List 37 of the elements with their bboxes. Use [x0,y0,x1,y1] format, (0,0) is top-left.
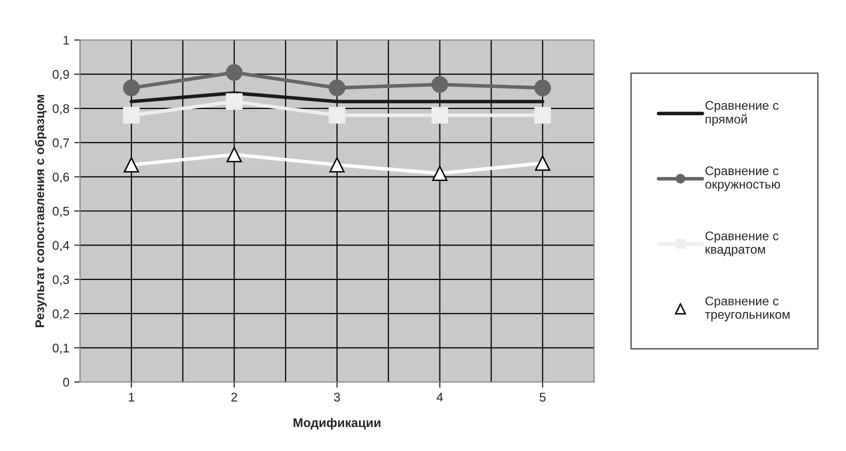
y-tick-label: 0,8 [52,104,70,115]
point [328,80,346,96]
legend-label: Сравнение с квадратом [705,231,778,256]
x-axis-title: Модификации [294,418,380,430]
y-tick-label: 0,4 [52,241,70,252]
y-tick-label: 0,1 [52,344,69,354]
point [534,155,550,171]
point [123,80,140,96]
point [432,166,448,182]
y-tick-label: 0,9 [52,70,69,80]
x-tick-label: 1 [128,392,134,402]
x-tick-label: 3 [334,392,340,402]
point [328,106,346,124]
y-tick-label: 0,7 [52,138,69,149]
y-tick-label: 0,6 [52,172,70,183]
y-tick-label: 0 [63,378,70,387]
point [534,106,551,124]
legend-label: Сравнение с прямой [705,100,778,126]
point [124,157,140,172]
legend-label: Сравнение с треугольником [705,296,790,322]
point [431,76,448,93]
point [226,64,243,81]
legend-label: Сравнение с окружностью [705,166,780,192]
point [226,146,242,162]
y-tick-label: 0,2 [52,309,69,320]
y-axis-title: Результат сопоставления с образцом [34,94,47,328]
x-tick-label: 2 [231,392,238,402]
x-tick-label: 5 [540,392,546,402]
point [534,80,551,96]
y-tick-label: 0,5 [52,206,70,218]
point [226,93,243,110]
x-tick-label: 4 [436,392,443,402]
point [431,106,448,124]
point [123,106,140,124]
y-tick-label: 0,3 [52,275,70,286]
y-tick-label: 1 [64,36,69,45]
point [329,157,345,172]
